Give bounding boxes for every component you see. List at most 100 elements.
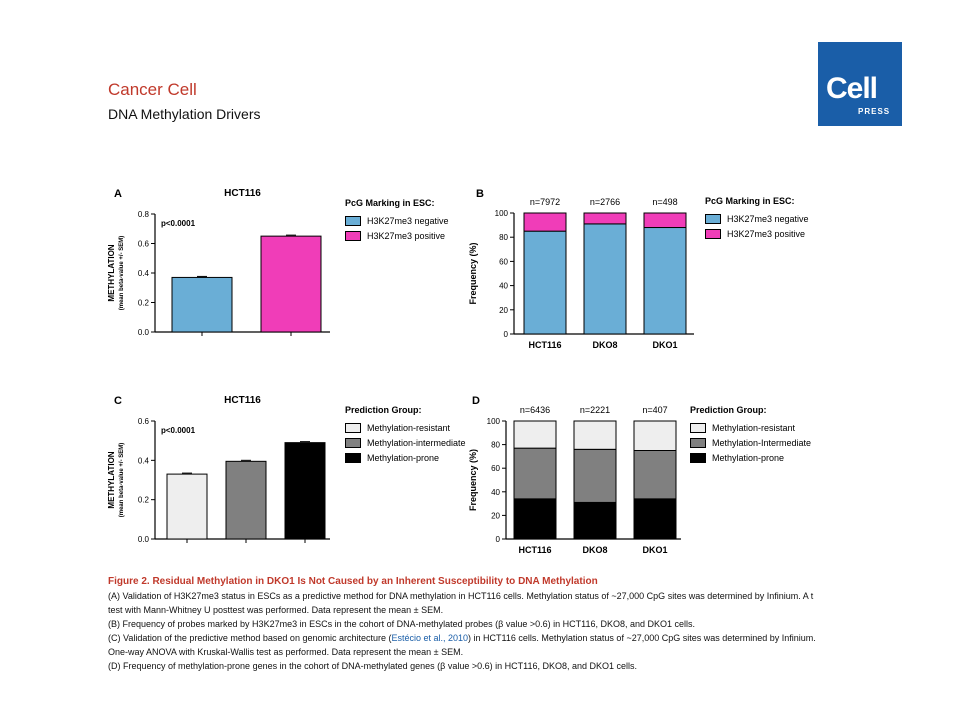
- x-tick-label: DKO8: [592, 340, 617, 350]
- y-axis-subtitle: (mean beta-value +/- SEM): [119, 236, 125, 311]
- bar: [260, 235, 322, 333]
- legend-title: Prediction Group:: [690, 405, 767, 415]
- caption-c: (C) Validation of the predictive method …: [108, 631, 828, 659]
- p-value-annotation: p<0.0001: [161, 426, 196, 435]
- panel-letter: D: [472, 395, 480, 407]
- caption-b: (B) Frequency of probes marked by H3K27m…: [108, 619, 696, 629]
- caption-title: Figure 2. Residual Methylation in DKO1 I…: [108, 576, 598, 587]
- y-tick-label: 60: [491, 464, 500, 473]
- y-tick-label: 0.8: [138, 210, 150, 219]
- legend-title: Prediction Group:: [345, 405, 422, 415]
- legend-swatch: [705, 213, 721, 224]
- journal-title: Cancer Cell: [108, 80, 197, 99]
- logo-sub-text: PRESS: [858, 107, 891, 116]
- legend-swatch: [705, 228, 721, 239]
- caption-c-post: ) in HCT116 cells. Methylation status of…: [108, 633, 816, 657]
- chart-title: HCT116: [224, 395, 261, 406]
- stacked-bar-segment: [573, 420, 617, 450]
- y-tick-label: 40: [491, 488, 500, 497]
- stacked-bar-segment: [523, 230, 567, 335]
- stacked-bar-segment: [633, 498, 677, 540]
- sample-count-label: n=407: [642, 405, 667, 415]
- chart-title: HCT116: [224, 188, 261, 199]
- cell-press-logo: Cell PRESS: [818, 42, 902, 126]
- panel-letter: C: [114, 395, 122, 407]
- stacked-bar-segment: [633, 420, 677, 451]
- legend-item: H3K27me3 negative: [705, 211, 809, 226]
- bar: [166, 473, 208, 540]
- stacked-bar-segment: [513, 447, 557, 500]
- y-axis-title: Frequency (%): [468, 242, 478, 304]
- legend-item: Methylation-Intermediate: [690, 435, 811, 450]
- panel-b: 0 20 40 60 80 100 Frequency (%) n=7972 HCT116 n=2…: [462, 185, 702, 355]
- page-subtitle: DNA Methylation Drivers: [108, 106, 261, 122]
- y-tick-label: 0: [504, 330, 509, 339]
- stacked-bar-segment: [643, 227, 687, 335]
- bar: [225, 460, 267, 540]
- sample-count-label: n=2766: [590, 197, 620, 207]
- legend-swatch: [345, 437, 361, 448]
- panel-c-legend: Prediction Group: Methylation-resistant Me…: [345, 405, 466, 465]
- y-tick-label: 0.6: [138, 417, 150, 426]
- stacked-bar-segment: [573, 448, 617, 503]
- sample-count-label: n=2221: [580, 405, 610, 415]
- sample-count-label: n=6436: [520, 405, 550, 415]
- legend-swatch: [345, 230, 361, 241]
- x-tick-label: DKO1: [642, 545, 667, 555]
- y-axis-title: METHYLATION: [107, 451, 116, 508]
- x-tick-label: HCT116: [528, 340, 561, 350]
- stacked-bar-segment: [633, 450, 677, 500]
- y-tick-label: 0.2: [138, 496, 150, 505]
- stacked-bar-segment: [583, 212, 627, 225]
- y-tick-label: 40: [499, 282, 508, 291]
- bar: [284, 442, 326, 540]
- legend-swatch: [345, 422, 361, 433]
- legend-label: Methylation-prone: [712, 452, 785, 463]
- stacked-bar-segment: [643, 212, 687, 229]
- y-tick-label: 20: [499, 306, 508, 315]
- y-tick-label: 0.0: [138, 328, 150, 337]
- caption-a: (A) Validation of H3K27me3 status in ESC…: [108, 591, 814, 615]
- legend-swatch: [345, 452, 361, 463]
- citation-link[interactable]: Estécio et al., 2010: [391, 633, 469, 643]
- bar: [171, 276, 233, 333]
- p-value-annotation: p<0.0001: [161, 219, 196, 228]
- stacked-bar-segment: [523, 212, 567, 232]
- legend-label: H3K27me3 positive: [727, 228, 806, 239]
- y-axis-subtitle: (mean beta-value +/- SEM): [119, 443, 125, 518]
- y-tick-label: 100: [495, 209, 509, 218]
- x-tick-label: HCT116: [518, 545, 551, 555]
- y-tick-label: 20: [491, 511, 500, 520]
- panel-d: 0 20 40 60 80 100 Frequency (%) n=6436 HCT116 n=2…: [462, 392, 687, 562]
- panel-c: 0.0 0.2 0.4 0.6 HCT116 p<0.0001 METHYLATION (me…: [100, 392, 340, 552]
- legend-label: Methylation-resistant: [712, 422, 796, 433]
- y-tick-label: 0: [496, 535, 501, 544]
- legend-label: H3K27me3 positive: [367, 230, 446, 241]
- x-tick-label: DKO1: [652, 340, 677, 350]
- panel-c-chart: 0.0 0.2 0.4 0.6 HCT116 p<0.0001 METHYLATION (me…: [107, 395, 330, 544]
- legend-item: Methylation-prone: [690, 450, 811, 465]
- legend-item: H3K27me3 positive: [705, 226, 809, 241]
- y-tick-label: 80: [491, 441, 500, 450]
- y-tick-label: 0.0: [138, 535, 150, 544]
- legend-swatch: [690, 452, 706, 463]
- panel-letter: B: [476, 188, 484, 200]
- legend-item: Methylation-intermediate: [345, 435, 466, 450]
- y-axis-title: Frequency (%): [468, 449, 478, 511]
- legend-item: H3K27me3 negative: [345, 213, 449, 228]
- stacked-bar-segment: [513, 498, 557, 540]
- y-tick-label: 100: [487, 417, 501, 426]
- y-tick-label: 60: [499, 257, 508, 266]
- legend-swatch: [690, 422, 706, 433]
- y-tick-label: 0.2: [138, 299, 150, 308]
- legend-label: H3K27me3 negative: [727, 213, 809, 224]
- panel-d-legend: Prediction Group: Methylation-resistant Me…: [690, 405, 811, 465]
- stacked-bar-segment: [513, 420, 557, 449]
- y-tick-label: 80: [499, 233, 508, 242]
- sample-count-label: n=7972: [530, 197, 560, 207]
- legend-label: Methylation-prone: [367, 452, 440, 463]
- legend-item: Methylation-resistant: [690, 420, 811, 435]
- y-tick-label: 0.6: [138, 240, 150, 249]
- legend-swatch: [690, 437, 706, 448]
- figure-caption: Figure 2. Residual Methylation in DKO1 I…: [108, 575, 828, 673]
